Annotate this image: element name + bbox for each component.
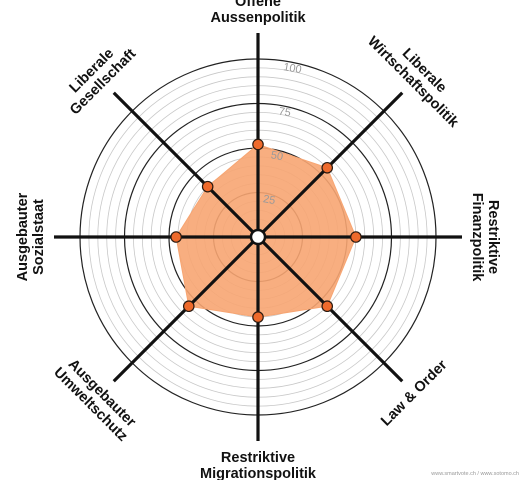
data-point-7 xyxy=(170,231,182,243)
data-point-6 xyxy=(182,300,195,313)
data-point-5 xyxy=(252,311,264,323)
axis-label-line: Aussenpolitik xyxy=(210,10,306,26)
data-point-4 xyxy=(321,300,334,313)
axis-label-line: Restriktive xyxy=(485,200,501,274)
data-point-8 xyxy=(201,180,214,193)
axis-label-line: Finanzpolitik xyxy=(469,193,485,283)
axis-label-line: Ausgebauter xyxy=(15,192,31,281)
footer-credit: www.smartvote.ch / www.sotomo.ch xyxy=(430,471,519,477)
axis-label-line: Restriktive xyxy=(221,450,295,466)
data-points xyxy=(170,138,362,323)
axis-label-7: Ausgebauter Sozialstaat xyxy=(15,192,47,281)
tick-label-25: 25 xyxy=(262,193,276,207)
center-marker xyxy=(249,228,267,246)
axis-label-line: Sozialstaat xyxy=(31,199,47,275)
spoke-8 xyxy=(112,91,260,239)
data-point-1 xyxy=(252,138,264,151)
data-point-2 xyxy=(321,161,334,174)
data-point-3 xyxy=(350,231,362,243)
tick-labels: 25 50 75 100 xyxy=(262,61,302,207)
tick-label-75: 75 xyxy=(278,106,292,120)
tick-label-100: 100 xyxy=(282,61,302,76)
axis-label-line: Offene xyxy=(235,0,281,10)
tick-label-50: 50 xyxy=(270,149,284,163)
axis-label-line: Migrationspolitik xyxy=(200,466,317,480)
